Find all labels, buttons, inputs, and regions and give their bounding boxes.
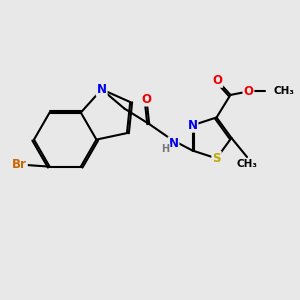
Text: CH₃: CH₃ bbox=[274, 86, 295, 97]
Text: N: N bbox=[188, 119, 197, 132]
Text: N: N bbox=[169, 137, 178, 150]
Text: N: N bbox=[97, 83, 107, 96]
Text: O: O bbox=[141, 93, 152, 106]
Text: O: O bbox=[212, 74, 222, 87]
Text: O: O bbox=[244, 85, 254, 98]
Text: Br: Br bbox=[12, 158, 27, 171]
Text: H: H bbox=[161, 144, 169, 154]
Text: S: S bbox=[212, 152, 221, 165]
Text: CH₃: CH₃ bbox=[236, 159, 257, 169]
